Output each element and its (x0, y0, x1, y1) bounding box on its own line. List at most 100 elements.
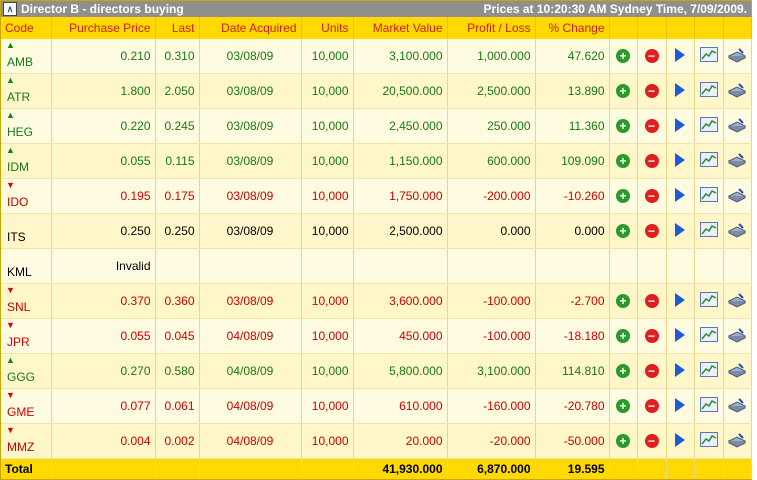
table-row: ▲ HEG 0.220 0.245 03/08/09 10,000 2,450.000 250… (1, 108, 752, 144)
tool-icon[interactable] (727, 187, 747, 203)
remove-icon[interactable]: − (644, 189, 659, 203)
col-market-value[interactable]: Market Value (353, 17, 448, 39)
add-icon[interactable]: + (616, 294, 630, 308)
stock-code[interactable]: ▲ AMB (1, 39, 52, 74)
col-profit-loss[interactable]: Profit / Loss (447, 17, 536, 39)
tool-icon[interactable] (727, 152, 747, 168)
remove-icon[interactable]: − (644, 84, 659, 98)
col-purchase-price[interactable]: Purchase Price (51, 17, 156, 39)
table-row: ▲ ATR 1.800 2.050 03/08/09 10,000 20,500.000 2,… (1, 73, 752, 109)
add-icon[interactable]: + (616, 434, 630, 448)
tool-icon[interactable] (727, 362, 747, 378)
remove-icon[interactable]: − (644, 119, 659, 133)
date-acquired: 03/08/09 (199, 73, 302, 109)
market-value: 1,150.000 (353, 143, 448, 179)
units: 10,000 (301, 423, 354, 459)
remove-icon[interactable]: − (644, 434, 659, 448)
add-icon[interactable]: + (616, 49, 630, 63)
stock-code[interactable]: ▼ IDO (1, 178, 52, 214)
units: 10,000 (301, 178, 354, 214)
col-action-add (609, 17, 638, 39)
market-value (353, 248, 448, 284)
add-icon[interactable]: + (616, 84, 630, 98)
add-icon[interactable]: + (616, 364, 630, 378)
units: 10,000 (301, 73, 354, 109)
stock-code[interactable]: ▲ GGG (1, 353, 52, 389)
stock-code[interactable]: ▼ JPR (1, 318, 52, 354)
play-icon[interactable] (675, 187, 685, 202)
remove-icon[interactable]: − (644, 49, 659, 63)
play-icon[interactable] (675, 327, 685, 342)
chart-icon[interactable] (699, 292, 718, 307)
add-icon[interactable]: + (616, 224, 630, 238)
play-icon[interactable] (675, 222, 685, 237)
chart-icon[interactable] (699, 362, 718, 377)
add-icon[interactable]: + (616, 154, 630, 168)
add-icon[interactable]: + (616, 399, 630, 413)
add-icon[interactable]: + (616, 189, 630, 203)
chart-icon[interactable] (699, 187, 718, 202)
collapse-icon[interactable]: ∧ (3, 2, 17, 16)
profit-loss: -100.000 (447, 318, 536, 354)
stock-code[interactable]: ▼ GME (1, 388, 52, 424)
play-icon[interactable] (675, 117, 685, 132)
remove-icon[interactable]: − (644, 329, 659, 343)
stock-code[interactable]: ▲ IDM (1, 143, 52, 179)
header-row: Code Purchase Price Last Date Acquired U… (1, 17, 752, 39)
play-icon[interactable] (675, 432, 685, 447)
pct-change: 47.620 (535, 39, 610, 74)
tool-icon[interactable] (727, 397, 747, 413)
remove-icon[interactable]: − (644, 154, 659, 168)
up-arrow-icon: ▲ (6, 145, 15, 155)
stock-code-label: IDM (7, 160, 29, 174)
tool-icon[interactable] (727, 292, 747, 308)
add-icon[interactable]: + (616, 329, 630, 343)
profit-loss (447, 248, 536, 284)
col-date-acquired[interactable]: Date Acquired (199, 17, 302, 39)
play-icon[interactable] (675, 397, 685, 412)
tool-icon[interactable] (727, 432, 747, 448)
chart-icon[interactable] (699, 222, 718, 237)
stock-code[interactable]: KML (1, 248, 52, 284)
play-icon[interactable] (675, 152, 685, 167)
col-last[interactable]: Last (155, 17, 200, 39)
remove-icon[interactable]: − (644, 364, 659, 378)
purchase-price: 1.800 (51, 73, 156, 109)
chart-icon[interactable] (699, 82, 718, 97)
date-acquired: 04/08/09 (199, 388, 302, 424)
units (301, 248, 354, 284)
purchase-price: 0.077 (51, 388, 156, 424)
play-icon[interactable] (675, 82, 685, 97)
stock-code[interactable]: ▲ ATR (1, 73, 52, 109)
chart-icon[interactable] (699, 432, 718, 447)
up-arrow-icon: ▲ (6, 110, 15, 120)
tool-icon[interactable] (727, 117, 747, 133)
tool-icon[interactable] (727, 327, 747, 343)
chart-icon[interactable] (699, 152, 718, 167)
chart-icon[interactable] (699, 117, 718, 132)
chart-icon[interactable] (699, 397, 718, 412)
tool-icon[interactable] (727, 47, 747, 63)
play-icon[interactable] (675, 292, 685, 307)
remove-icon[interactable]: − (644, 399, 659, 413)
stock-code[interactable]: ▼ MMZ (1, 423, 52, 459)
chart-icon[interactable] (699, 47, 718, 62)
down-arrow-icon: ▼ (6, 285, 15, 295)
remove-icon[interactable]: − (644, 294, 659, 308)
remove-icon[interactable]: − (644, 224, 659, 238)
add-icon[interactable]: + (616, 119, 630, 133)
col-units[interactable]: Units (301, 17, 354, 39)
stock-code[interactable]: ▲ HEG (1, 108, 52, 144)
col-code[interactable]: Code (1, 17, 52, 39)
profit-loss: -200.000 (447, 178, 536, 214)
stock-code[interactable]: ▼ SNL (1, 283, 52, 319)
chart-icon[interactable] (699, 327, 718, 342)
play-icon[interactable] (675, 47, 685, 62)
tool-icon[interactable] (727, 222, 747, 238)
col-pct-change[interactable]: % Change (535, 17, 610, 39)
stock-code-label: SNL (7, 300, 31, 314)
tool-icon[interactable] (727, 82, 747, 98)
down-arrow-icon: ▼ (6, 390, 15, 400)
play-icon[interactable] (675, 362, 685, 377)
stock-code[interactable]: ITS (1, 213, 52, 249)
